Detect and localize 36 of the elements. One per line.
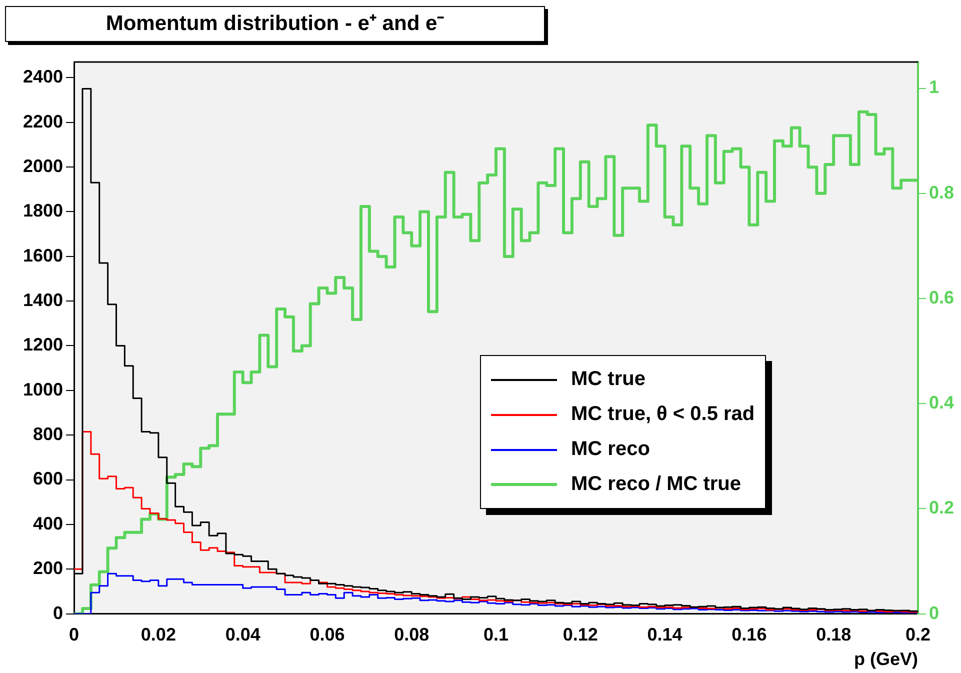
x-tick-label: 0.14 <box>647 624 682 645</box>
y-tick-label: 1600 <box>22 245 64 266</box>
y-tick-label: 1000 <box>22 379 64 400</box>
x-tick-label: 0 <box>69 624 80 645</box>
x-tick-label: 0.12 <box>562 624 598 645</box>
legend-label: MC reco <box>571 438 650 461</box>
y-tick-label: 200 <box>32 558 64 578</box>
legend-label: MC true <box>571 368 646 391</box>
y2-tick-label: 0.8 <box>928 182 954 202</box>
x-tick-label: 0.2 <box>905 624 930 645</box>
y-tick-label: 400 <box>32 513 64 534</box>
y-tick-label: 600 <box>32 468 64 489</box>
x-tick-label: 0.02 <box>140 624 176 645</box>
y2-tick-label: 0.6 <box>928 287 954 308</box>
y2-tick-label: 0 <box>928 602 939 623</box>
x-tick-label: 0.06 <box>310 624 345 645</box>
x-tick-label: 0.1 <box>483 624 509 645</box>
x-tick-label: 0.18 <box>816 624 852 645</box>
x-axis-title: p (GeV) <box>854 649 918 670</box>
x-tick-label: 0.04 <box>225 624 260 645</box>
y-tick-label: 2000 <box>22 156 64 176</box>
x-tick-label: 0.08 <box>394 624 430 645</box>
y-tick-label: 0 <box>53 602 64 623</box>
y-tick-label: 1800 <box>22 200 64 221</box>
y-tick-label: 1400 <box>22 290 64 310</box>
y-tick-label: 2200 <box>22 111 64 132</box>
chart-title: Momentum distribution - e⁺ and e⁻ <box>5 6 545 42</box>
y-tick-label: 800 <box>32 424 64 444</box>
y-tick-label: 1200 <box>22 334 64 355</box>
y2-tick-label: 0.4 <box>928 392 954 413</box>
x-tick-label: 0.16 <box>732 624 767 645</box>
y2-tick-label: 0.2 <box>928 498 954 518</box>
y2-tick-label: 1 <box>928 77 939 98</box>
y-tick-label: 2400 <box>22 66 64 87</box>
legend-label: MC true, θ < 0.5 rad <box>571 403 755 426</box>
legend-label: MC reco / MC true <box>571 473 742 496</box>
